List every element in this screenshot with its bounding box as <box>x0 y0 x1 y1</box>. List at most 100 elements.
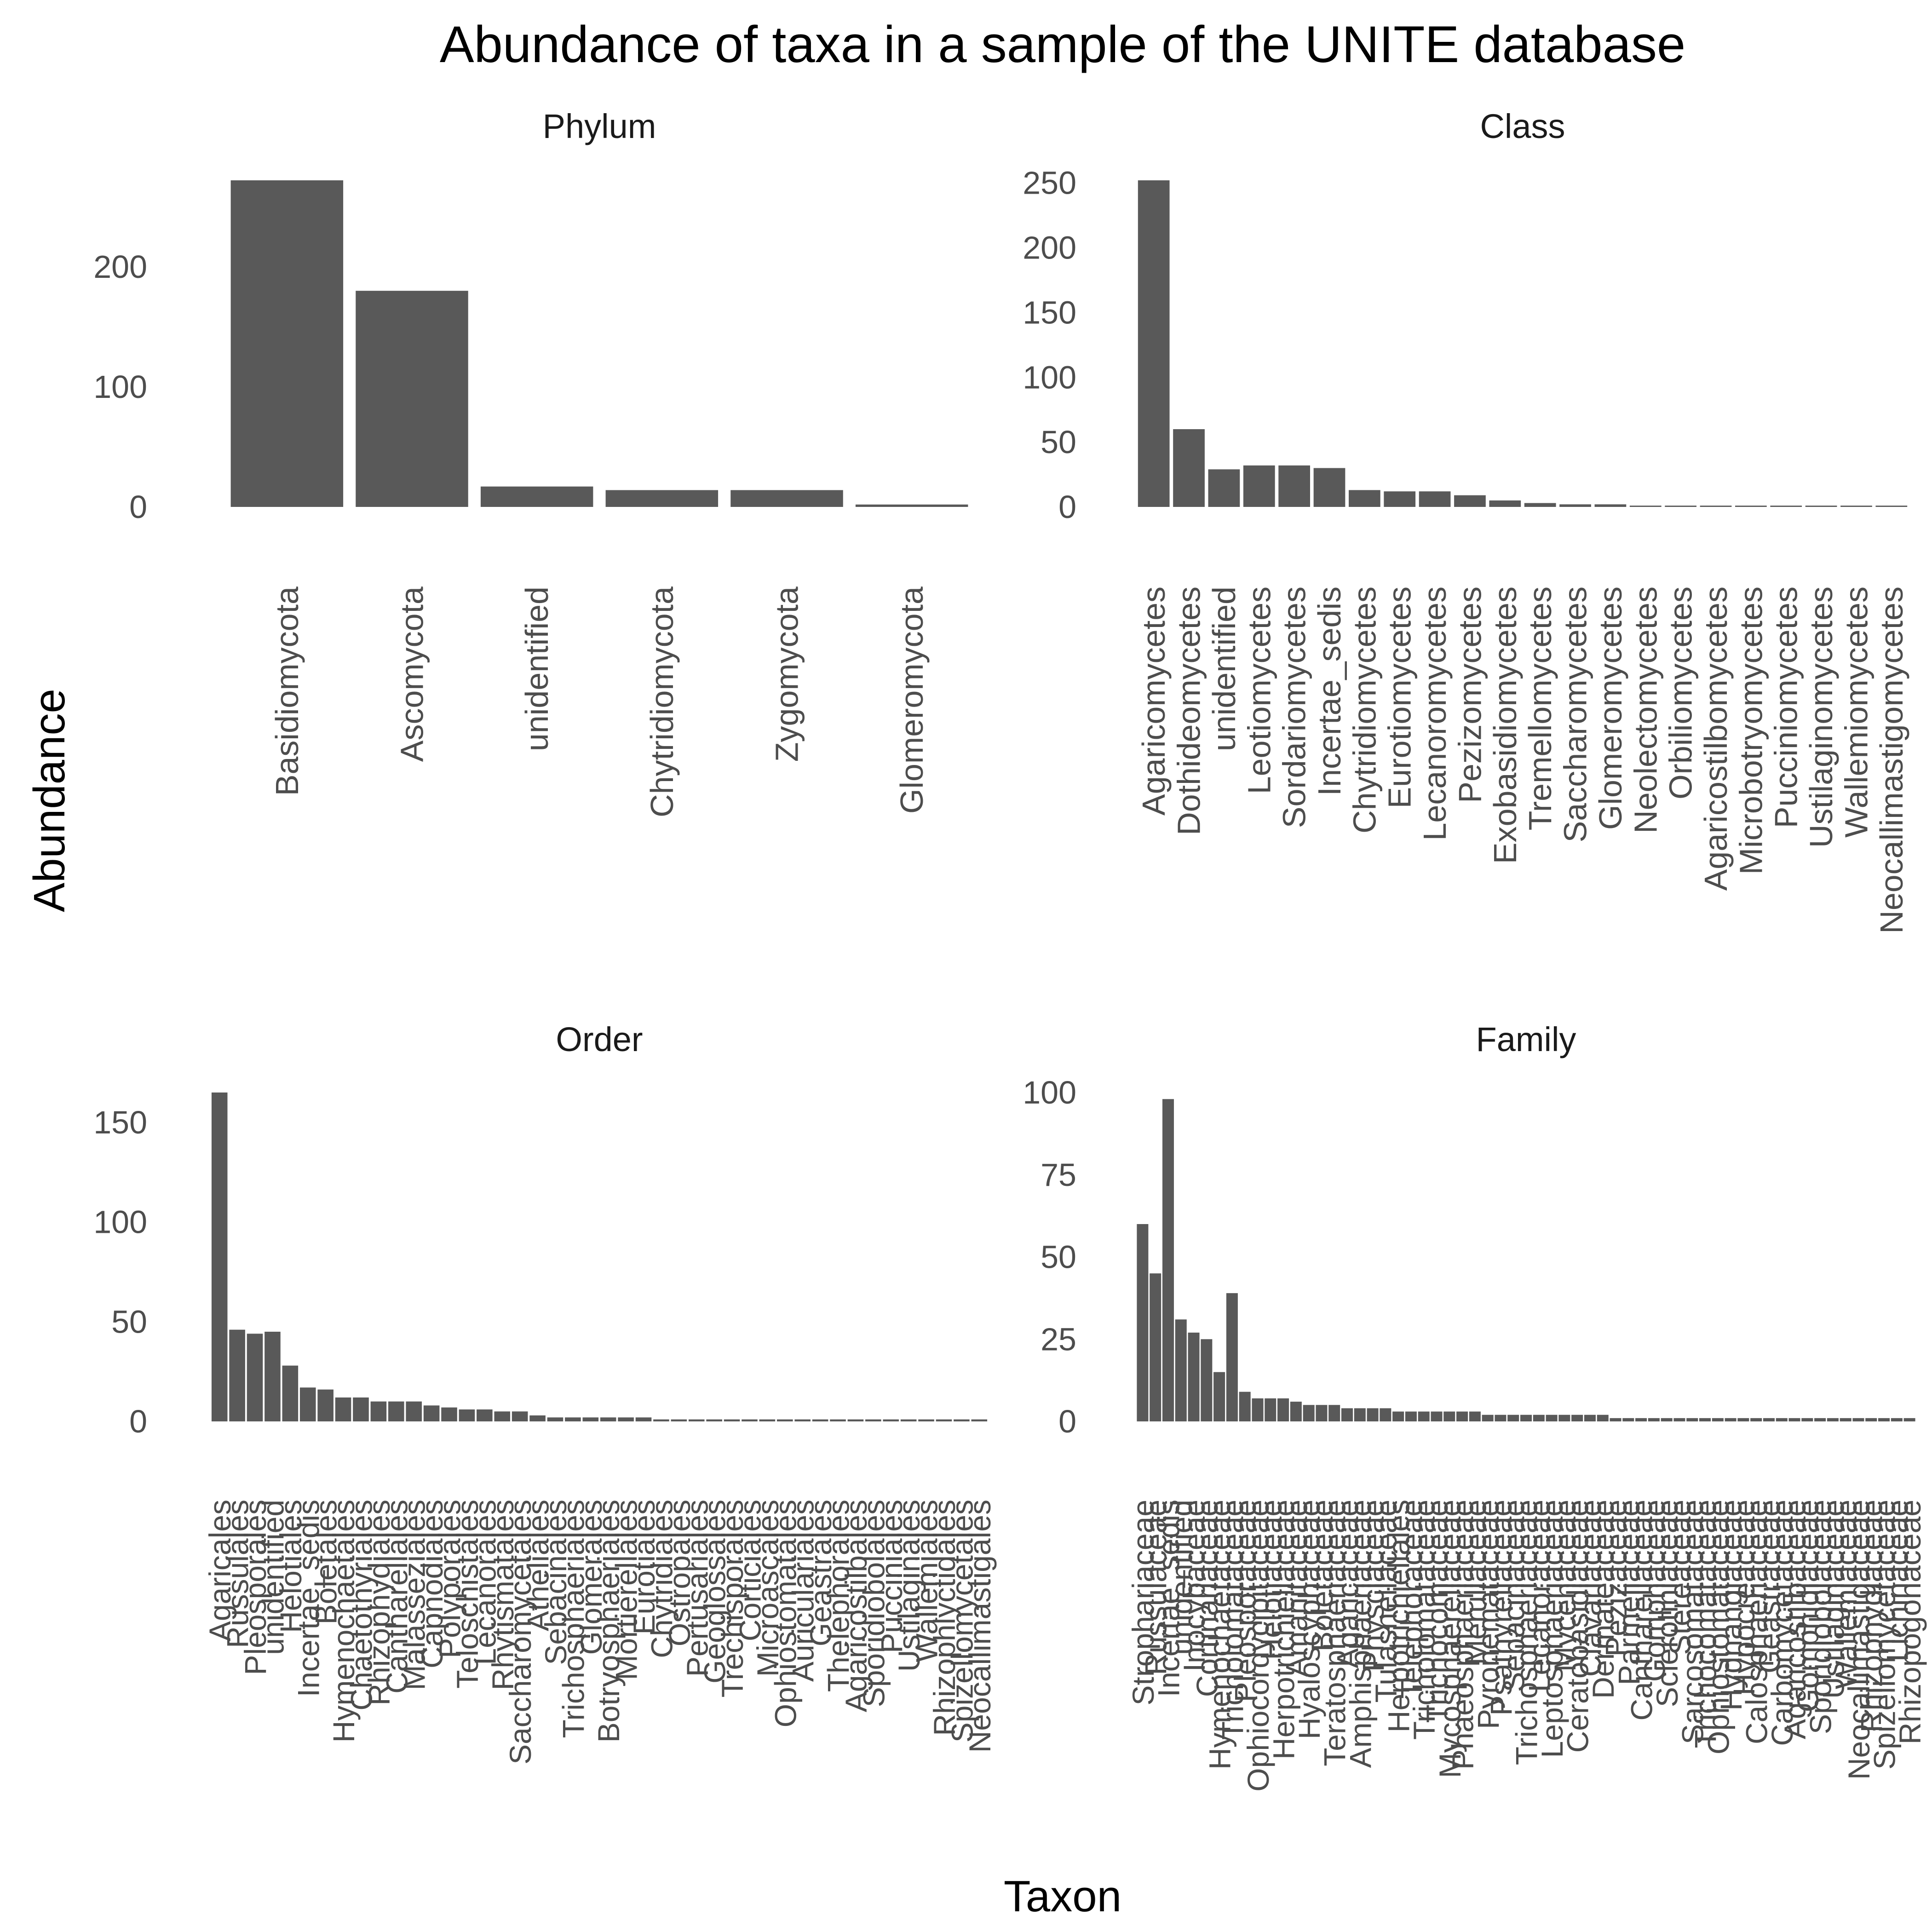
x-axis-title: Taxon <box>1004 1872 1121 1921</box>
bar <box>1392 1411 1404 1421</box>
x-tick-label: Teratosphaeriaceae <box>1318 1500 1352 1766</box>
x-tick-label: Leptosphaeriaceae <box>1535 1500 1569 1758</box>
x-tick-label: Pezizaceae <box>1599 1500 1633 1656</box>
bar <box>1313 468 1346 507</box>
bar <box>459 1409 475 1421</box>
bar <box>777 1419 793 1421</box>
bar <box>1162 1099 1174 1421</box>
bar <box>1597 1414 1609 1421</box>
x-tick-label: Sebacinales <box>539 1500 573 1665</box>
x-tick-label: Ascomycota <box>394 586 430 762</box>
x-tick-label: Telephoraceae <box>1394 1500 1428 1699</box>
x-tick-label: Chytridiales <box>644 1500 678 1658</box>
x-tick-label: Wallemiaceae <box>1829 1500 1863 1689</box>
x-tick-label: Incertae_sedis <box>1151 1500 1185 1697</box>
bar <box>730 490 843 507</box>
bar <box>618 1417 634 1421</box>
bar <box>759 1419 776 1421</box>
x-tick-label: Tricholomataceae <box>1215 1500 1249 1740</box>
x-tick-label: Corticiales <box>733 1500 767 1641</box>
x-tick-label: Cantharellaceae <box>1625 1500 1659 1721</box>
bar <box>1875 506 1908 507</box>
x-tick-label: Ostropales <box>662 1500 696 1646</box>
x-tick-label: Tricholomataceae <box>1407 1500 1441 1740</box>
x-tick-label: Thelephorales <box>822 1500 856 1692</box>
bar <box>1138 180 1170 507</box>
bar <box>1456 1411 1468 1421</box>
x-tick-label: Ustilaginales <box>892 1500 926 1672</box>
x-tick-label: Capnodiales <box>415 1500 449 1668</box>
bar <box>706 1419 722 1421</box>
bar <box>441 1407 457 1421</box>
x-tick-label: Ceratobasidiaceae <box>1561 1500 1595 1753</box>
x-tick-label: Incertae_sedis <box>1311 586 1347 796</box>
x-tick-label: Glomeromycetes <box>1593 586 1628 830</box>
bar <box>847 1419 864 1421</box>
bar <box>1788 1418 1800 1421</box>
bar <box>317 1389 334 1421</box>
x-tick-label: Basidiomycota <box>269 586 305 796</box>
bar <box>1533 1414 1545 1421</box>
facet-family: Family 0 25 50 75 100 StrophariaceaeRussulacea… <box>1023 1020 1927 1792</box>
bar <box>1290 1402 1302 1421</box>
bar <box>1380 1408 1392 1421</box>
y-tick-label: 100 <box>93 369 147 405</box>
bar <box>1865 1418 1877 1421</box>
x-tick-label: Agaricales <box>203 1500 237 1641</box>
bar <box>1801 1418 1813 1421</box>
x-tick-label: Trichosphaeriaceae <box>1510 1500 1544 1765</box>
x-tick-label: Wallemiomycetes <box>1838 586 1874 838</box>
bar <box>1489 500 1521 507</box>
x-tick-label: Pertusariales <box>680 1500 714 1677</box>
x-tick-label: Geastraceae <box>1752 1500 1786 1673</box>
y-tick-label: 200 <box>1023 230 1076 266</box>
bar <box>936 1419 952 1421</box>
x-tick-label: Wallemiales <box>910 1500 944 1662</box>
bar <box>1840 1418 1852 1421</box>
x-tick-label: Pucciniomycetes <box>1768 586 1804 828</box>
bar <box>1852 1418 1864 1421</box>
bar <box>1405 1411 1417 1421</box>
x-tick-label: Helotiaceae <box>1254 1500 1288 1660</box>
bar <box>1419 491 1451 507</box>
x-tick-label: Meruliaceae <box>1458 1500 1492 1665</box>
x-tick-label: Sporidiobolaceae <box>1804 1500 1838 1734</box>
x-tick-label: Lecanorales <box>468 1500 502 1665</box>
bar <box>247 1334 263 1421</box>
x-tick-label: Saccharomycetales <box>503 1500 537 1765</box>
x-tick-label: Boletales <box>309 1500 343 1625</box>
x-tick-label: Sporidiobolales <box>857 1500 891 1707</box>
x-tick-label: unidentified <box>256 1500 290 1655</box>
bar <box>1610 1418 1622 1421</box>
y-tick-label: 0 <box>129 1403 147 1439</box>
y-tick-label: 75 <box>1041 1157 1076 1193</box>
x-tick-label: Psathyrellaceae <box>1484 1500 1518 1716</box>
x-tick-label: Hymenochaetales <box>327 1500 361 1742</box>
bar <box>230 180 344 507</box>
bar <box>477 1409 493 1421</box>
x-tick-label: Cantharellales <box>380 1500 414 1694</box>
y-tick-label: 150 <box>93 1104 147 1140</box>
bar <box>1571 1414 1583 1421</box>
bar <box>1737 1418 1749 1421</box>
bar <box>211 1092 228 1421</box>
bar <box>812 1419 828 1421</box>
x-tick-label: Sarcosomataceae <box>1676 1500 1710 1744</box>
x-tick-label: Agaricostilbomycetes <box>1698 586 1734 891</box>
x-tick-label: Russulaceae <box>1139 1500 1173 1675</box>
bar <box>1418 1411 1430 1421</box>
bar <box>1278 465 1310 507</box>
x-tick-label: Pyronemataceae <box>1471 1500 1505 1729</box>
bar <box>688 1419 705 1421</box>
x-tick-label: Atheliales <box>521 1500 555 1631</box>
y-tick-label: 100 <box>1023 359 1076 395</box>
x-tick-label: Herpotrichiellaceae <box>1267 1500 1301 1760</box>
x-tick-label: Amphisphaeriaceae <box>1343 1500 1377 1768</box>
x-tick-label: Physciaceae <box>1356 1500 1390 1672</box>
x-tick-label: Neocallimastigales <box>963 1500 997 1753</box>
bar <box>900 1419 917 1421</box>
x-tick-label: Ophiostomataceae <box>1701 1500 1735 1754</box>
y-tick-label: 100 <box>1023 1075 1076 1110</box>
x-tick-label: Geoglossales <box>698 1500 732 1684</box>
